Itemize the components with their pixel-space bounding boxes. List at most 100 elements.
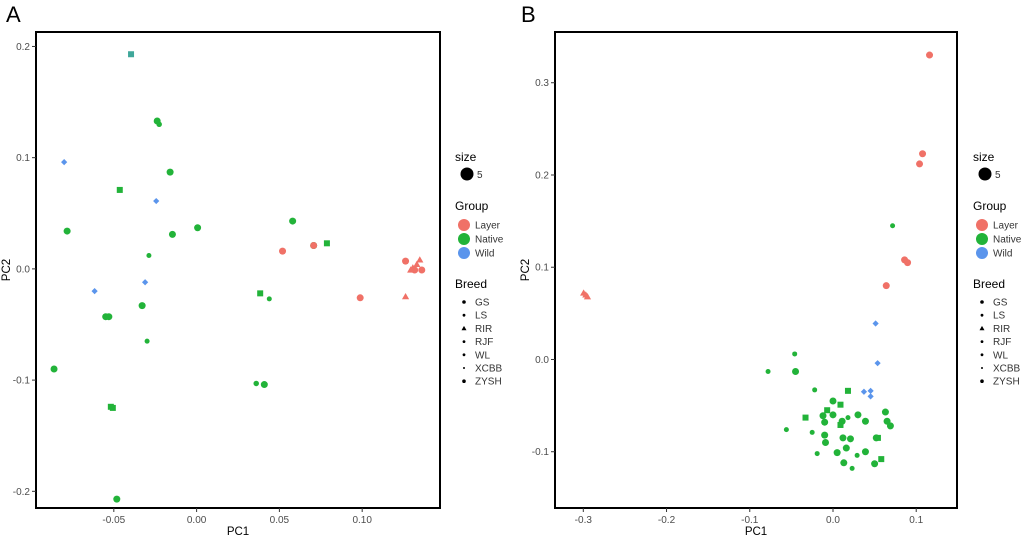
data-point [257, 290, 264, 297]
y-axis-label: PC2 [1, 259, 13, 281]
data-point [142, 279, 149, 286]
data-point [809, 429, 815, 435]
legend-size-title: size [455, 150, 477, 164]
legend-group-label: Wild [993, 249, 1012, 260]
data-point [168, 230, 176, 238]
data-point [418, 266, 426, 274]
data-point [829, 397, 837, 405]
data-point [156, 121, 162, 128]
data-point [50, 365, 58, 373]
x-tick-label: 0.05 [270, 515, 290, 526]
data-point [310, 242, 318, 250]
legend-group-title: Group [973, 199, 1007, 213]
data-point [844, 387, 851, 394]
legend-breed-key [462, 353, 466, 357]
data-point [802, 414, 809, 421]
data-point [153, 197, 160, 205]
data-point [113, 495, 121, 503]
data-point [109, 404, 116, 411]
legend-group-key [976, 233, 988, 245]
data-point [824, 407, 831, 414]
x-tick-label: -0.2 [658, 515, 676, 526]
data-point [839, 434, 847, 442]
legend-group-label: Wild [475, 249, 494, 260]
x-tick-label: -0.3 [575, 515, 593, 526]
legend-size-key [978, 167, 992, 181]
legend-group-label: Native [475, 235, 504, 246]
y-tick-label: 0.3 [535, 78, 549, 89]
legend-breed-label: GS [475, 298, 490, 309]
y-tick-label: 0.1 [535, 263, 549, 274]
y-tick-label: 0.2 [535, 170, 549, 181]
legend-breed-key [461, 325, 467, 331]
data-point [872, 320, 879, 327]
data-point [289, 217, 297, 225]
y-tick-label: 0.0 [535, 355, 549, 366]
data-point [886, 422, 894, 430]
data-point [792, 367, 800, 375]
legend-breed-label: GS [993, 298, 1008, 309]
data-point [821, 418, 829, 426]
y-tick-label: 0.0 [16, 264, 30, 275]
data-point [840, 459, 848, 467]
x-tick-label: -0.05 [102, 515, 125, 526]
data-point [842, 444, 850, 452]
data-point [105, 313, 113, 321]
x-axis-label: PC1 [745, 526, 767, 536]
legend-breed-label: ZYSH [993, 377, 1020, 388]
legend-breed-label: LS [475, 311, 488, 322]
data-point [194, 224, 202, 232]
data-point [407, 266, 415, 273]
data-point [904, 259, 912, 267]
data-point [583, 293, 592, 300]
x-axis-label: PC1 [227, 526, 249, 536]
data-point [128, 51, 135, 58]
data-point [323, 240, 330, 247]
legend-breed-label: RIR [993, 324, 1010, 335]
panel-a: A -0.05 0.00 0.05 0.10 -0.2 -0.1 0.0 0.1 0.2 PC1 PC… [1, 2, 504, 536]
data-point [144, 338, 150, 344]
data-point [845, 415, 851, 421]
y-tick-label: -0.2 [13, 487, 31, 498]
y-tick-label: 0.2 [16, 42, 30, 53]
data-point [253, 380, 259, 387]
data-point [833, 449, 841, 457]
x-tick-label: 0.10 [352, 515, 372, 526]
legend-group-title: Group [455, 199, 489, 213]
data-point [116, 186, 123, 193]
data-point [854, 411, 862, 419]
data-point [919, 150, 927, 158]
legend-breed-key [462, 300, 466, 304]
data-point [881, 408, 889, 416]
legend-size-key [460, 167, 474, 181]
legend-group-label: Layer [993, 221, 1019, 232]
legend-breed-title: Breed [455, 277, 487, 291]
legend-group-label: Layer [475, 221, 501, 232]
data-point [861, 448, 869, 456]
data-point [279, 247, 287, 255]
data-point [837, 421, 844, 428]
legend-group-label: Native [993, 235, 1022, 246]
legend-size-title: size [973, 150, 995, 164]
legend-group-key [458, 219, 470, 231]
legend-breed-key [980, 300, 984, 304]
data-point [413, 260, 421, 268]
legend-breed-key [980, 353, 984, 357]
data-point [871, 460, 879, 468]
data-point [837, 401, 844, 408]
legend-breed-label: WL [993, 350, 1008, 361]
data-point [867, 387, 874, 394]
data-point [814, 451, 820, 457]
data-point [821, 431, 829, 439]
data-point [821, 439, 829, 447]
legend-breed-label: LS [993, 311, 1006, 322]
y-tick-label: 0.1 [16, 153, 30, 164]
legend-breed-key [980, 313, 984, 317]
legend-breed-key [462, 379, 466, 384]
data-point [783, 427, 789, 433]
data-point [166, 168, 174, 176]
data-point [792, 351, 798, 357]
